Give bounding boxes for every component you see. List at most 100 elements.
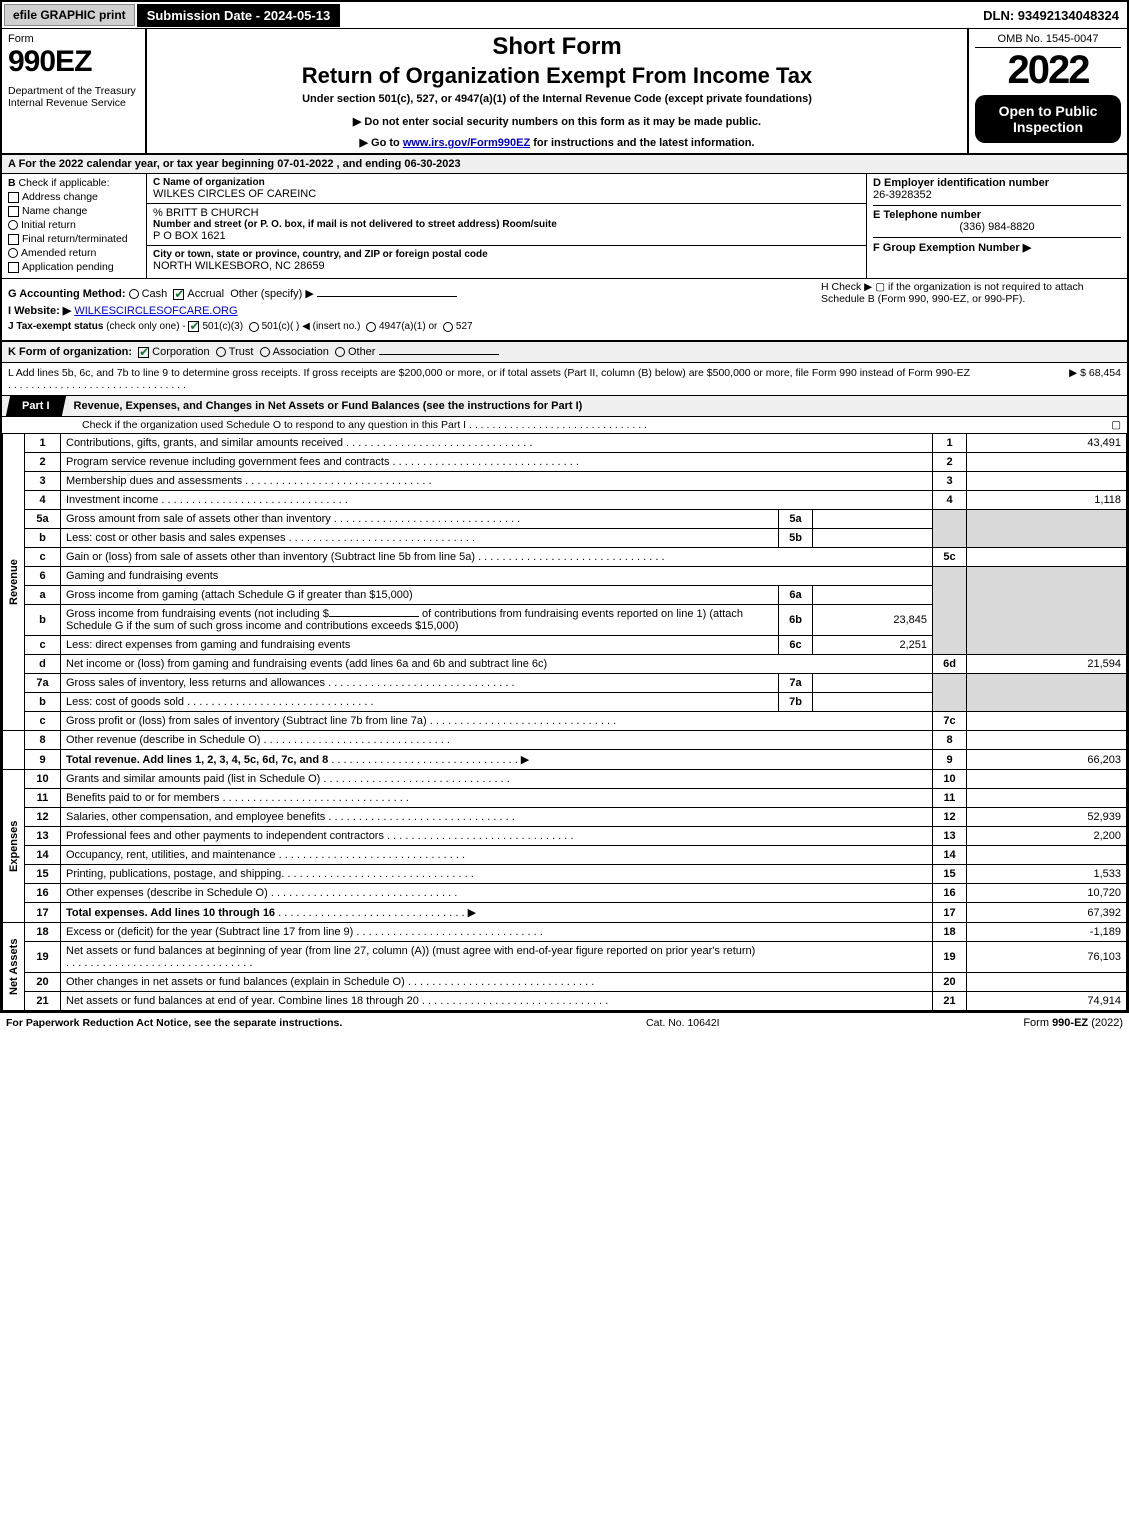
l5b-innum: 5b	[779, 529, 813, 548]
l7b-innum: 7b	[779, 693, 813, 712]
cb-amended-return[interactable]: Amended return	[8, 247, 140, 259]
part1-header: Part I Revenue, Expenses, and Changes in…	[2, 396, 1127, 417]
form-number: 990EZ	[8, 45, 139, 79]
e-label: E Telephone number	[873, 209, 1121, 221]
l18-num: 18	[25, 923, 61, 942]
cb-corporation[interactable]	[138, 347, 149, 358]
part1-tab: Part I	[6, 396, 66, 416]
c-street-label: Number and street (or P. O. box, if mail…	[153, 219, 860, 230]
l6b-desc: Gross income from fundraising events (no…	[61, 605, 779, 636]
l7c-rval	[967, 712, 1127, 731]
l20-rval	[967, 973, 1127, 992]
l13-rnum: 13	[933, 827, 967, 846]
part1-sub-box[interactable]: ▢	[1111, 419, 1121, 431]
l8-rnum: 8	[933, 731, 967, 750]
l12-rnum: 12	[933, 808, 967, 827]
d-label: D Employer identification number	[873, 177, 1121, 189]
l6d-rnum: 6d	[933, 655, 967, 674]
c-name-label: C Name of organization	[153, 177, 860, 188]
l9-rval: 66,203	[967, 750, 1127, 770]
l5c-rval	[967, 548, 1127, 567]
section-def: D Employer identification number 26-3928…	[867, 174, 1127, 278]
l1-desc: Contributions, gifts, grants, and simila…	[61, 434, 933, 453]
l11-rnum: 11	[933, 789, 967, 808]
header-middle: Short Form Return of Organization Exempt…	[147, 29, 967, 153]
goto-suffix: for instructions and the latest informat…	[530, 137, 754, 149]
omb-number: OMB No. 1545-0047	[975, 31, 1121, 48]
cb-501c3[interactable]	[188, 321, 199, 332]
website-link[interactable]: WILKESCIRCLESOFCARE.ORG	[74, 305, 237, 317]
l3-desc: Membership dues and assessments	[61, 472, 933, 491]
l5a-desc: Gross amount from sale of assets other t…	[61, 510, 779, 529]
cb-application-pending[interactable]: Application pending	[8, 261, 140, 273]
cb-initial-return[interactable]: Initial return	[8, 219, 140, 231]
section-a-period: A For the 2022 calendar year, or tax yea…	[2, 155, 1127, 174]
rad-cash[interactable]	[129, 289, 139, 299]
part1-title: Revenue, Expenses, and Changes in Net As…	[64, 400, 583, 412]
l6b-num: b	[25, 605, 61, 636]
c-care-of: % BRITT B CHURCH	[153, 207, 860, 219]
rad-trust[interactable]	[216, 347, 226, 357]
cb-name-change[interactable]: Name change	[8, 205, 140, 217]
l15-num: 15	[25, 865, 61, 884]
l6c-innum: 6c	[779, 636, 813, 655]
l17-rval: 67,392	[967, 903, 1127, 923]
l5b-inval	[813, 529, 933, 548]
l9-rnum: 9	[933, 750, 967, 770]
l19-rval: 76,103	[967, 942, 1127, 973]
l8-num: 8	[25, 731, 61, 750]
l13-num: 13	[25, 827, 61, 846]
l5a-num: 5a	[25, 510, 61, 529]
goto-line: ▶ Go to www.irs.gov/Form990EZ for instru…	[155, 136, 959, 149]
cb-accrual[interactable]	[173, 289, 184, 300]
l17-rnum: 17	[933, 903, 967, 923]
netassets-vlabel: Net Assets	[3, 923, 25, 1011]
l1-rnum: 1	[933, 434, 967, 453]
department-label: Department of the Treasury Internal Reve…	[8, 85, 139, 109]
irs-link[interactable]: www.irs.gov/Form990EZ	[403, 137, 530, 149]
return-title: Return of Organization Exempt From Incom…	[155, 63, 959, 89]
l14-rval	[967, 846, 1127, 865]
l8-desc: Other revenue (describe in Schedule O)	[61, 731, 933, 750]
f-label: F Group Exemption Number ▶	[873, 241, 1121, 254]
section-c: C Name of organization WILKES CIRCLES OF…	[147, 174, 867, 278]
l1-rval: 43,491	[967, 434, 1127, 453]
rad-association[interactable]	[260, 347, 270, 357]
rad-other[interactable]	[335, 347, 345, 357]
b-check-if: Check if applicable:	[19, 177, 110, 189]
cb-final-return[interactable]: Final return/terminated	[8, 233, 140, 245]
l12-rval: 52,939	[967, 808, 1127, 827]
dln-label: DLN: 93492134048324	[975, 4, 1127, 27]
section-k: K Form of organization: Corporation Trus…	[2, 341, 1127, 363]
form-header: Form 990EZ Department of the Treasury In…	[2, 29, 1127, 155]
lines-table: Revenue 1 Contributions, gifts, grants, …	[2, 433, 1127, 1011]
goto-prefix: ▶ Go to	[360, 137, 403, 149]
cb-address-change[interactable]: Address change	[8, 191, 140, 203]
expenses-vlabel: Expenses	[3, 770, 25, 923]
rad-527[interactable]	[443, 322, 453, 332]
l14-rnum: 14	[933, 846, 967, 865]
l10-num: 10	[25, 770, 61, 789]
c-city-value: NORTH WILKESBORO, NC 28659	[153, 260, 860, 272]
tax-year: 2022	[975, 48, 1121, 93]
section-h: H Check ▶ ▢ if the organization is not r…	[821, 281, 1121, 305]
l10-rnum: 10	[933, 770, 967, 789]
rad-501c[interactable]	[249, 322, 259, 332]
rad-4947[interactable]	[366, 322, 376, 332]
l6b-inval: 23,845	[813, 605, 933, 636]
form-container: efile GRAPHIC print Submission Date - 20…	[0, 0, 1129, 1013]
l7c-num: c	[25, 712, 61, 731]
l6d-rval: 21,594	[967, 655, 1127, 674]
l6a-num: a	[25, 586, 61, 605]
l6-num: 6	[25, 567, 61, 586]
l4-desc: Investment income	[61, 491, 933, 510]
efile-print-button[interactable]: efile GRAPHIC print	[4, 4, 135, 26]
l16-rnum: 16	[933, 884, 967, 903]
revenue-vlabel: Revenue	[3, 434, 25, 731]
l21-num: 21	[25, 992, 61, 1011]
header-right: OMB No. 1545-0047 2022 Open to Public In…	[967, 29, 1127, 153]
l15-desc: Printing, publications, postage, and shi…	[61, 865, 933, 884]
l16-num: 16	[25, 884, 61, 903]
c-street-value: P O BOX 1621	[153, 230, 860, 242]
top-bar: efile GRAPHIC print Submission Date - 20…	[2, 2, 1127, 29]
